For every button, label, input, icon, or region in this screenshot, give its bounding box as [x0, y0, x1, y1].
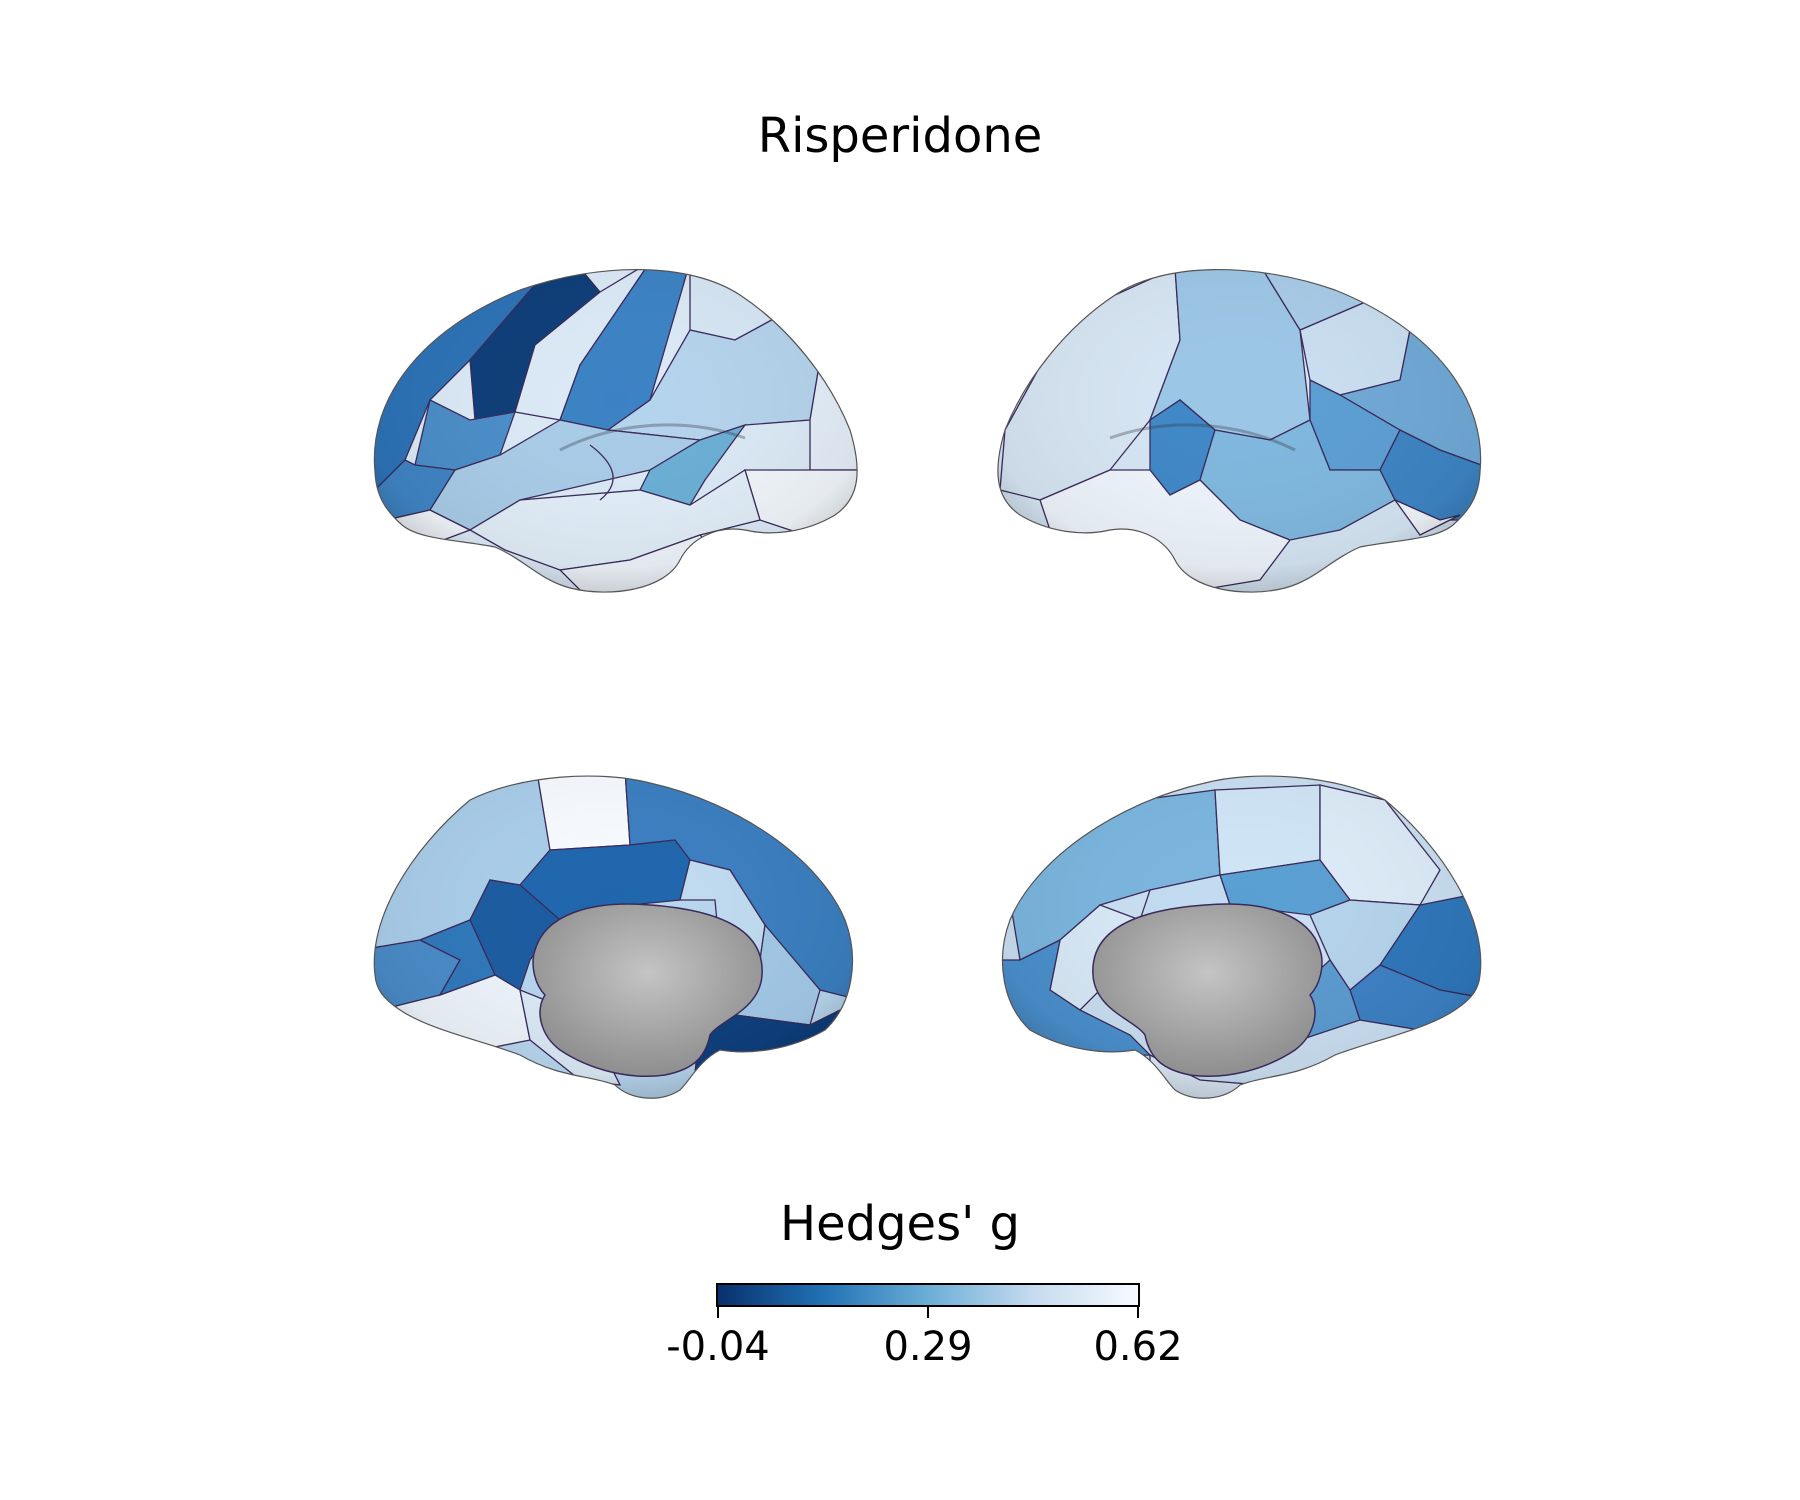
colorbar-tick-label-max: 0.62: [1093, 1324, 1183, 1370]
colorbar: [716, 1283, 1140, 1318]
left-lateral-view: [373, 269, 858, 593]
right-lateral-view: [997, 269, 1482, 593]
colorbar-gradient: [716, 1283, 1140, 1307]
right-medial-wall: [1092, 903, 1323, 1078]
left-medial-view: [373, 775, 854, 1099]
figure-title: Risperidone: [757, 108, 1043, 164]
colorbar-tick-label-mid: 0.29: [883, 1324, 973, 1370]
colorbar-tick-label-min: -0.04: [666, 1324, 770, 1370]
colorbar-label: Hedges' g: [779, 1196, 1021, 1252]
left-medial-wall: [532, 903, 763, 1078]
right-medial-view: [1001, 775, 1482, 1099]
